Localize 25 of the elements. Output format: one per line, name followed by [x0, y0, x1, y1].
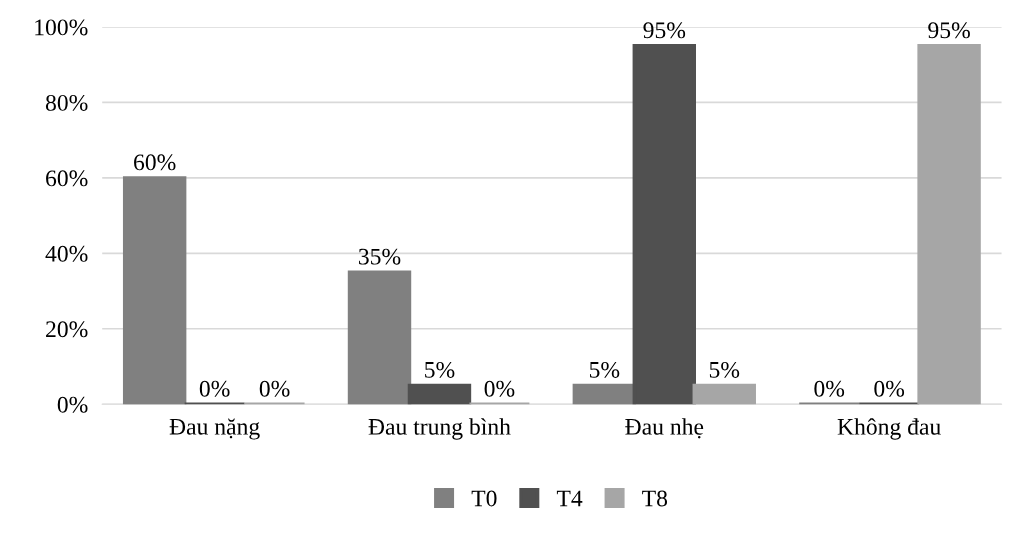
- legend-label: T0: [471, 490, 497, 507]
- data-label: 0%: [814, 380, 845, 397]
- y-tick-label: 40%: [45, 245, 88, 262]
- data-label: 5%: [709, 361, 740, 378]
- legend-label: T8: [642, 490, 668, 507]
- y-tick-label: 0%: [57, 396, 88, 413]
- data-label: 95%: [928, 22, 970, 39]
- legend-label: T4: [556, 490, 583, 507]
- data-label: 5%: [425, 361, 455, 378]
- data-label: 35%: [358, 248, 401, 265]
- data-label: 0%: [484, 380, 515, 397]
- data-label: 5%: [589, 361, 620, 378]
- x-tick-label: Đau nhẹ: [625, 418, 704, 439]
- x-tick-label: Đau trung bình: [368, 418, 511, 440]
- x-tick-label: Không đau: [837, 418, 941, 440]
- y-tick-label: 100%: [35, 19, 88, 36]
- data-label: 0%: [874, 380, 905, 397]
- data-label: 60%: [134, 154, 176, 171]
- y-tick-label: 20%: [46, 321, 88, 338]
- data-label: 95%: [643, 22, 686, 39]
- x-tick-label: Đau nặng: [169, 418, 260, 440]
- data-label: 0%: [259, 380, 290, 397]
- y-tick-label: 60%: [46, 170, 88, 187]
- y-tick-label: 80%: [45, 94, 88, 111]
- data-label: 0%: [199, 380, 230, 397]
